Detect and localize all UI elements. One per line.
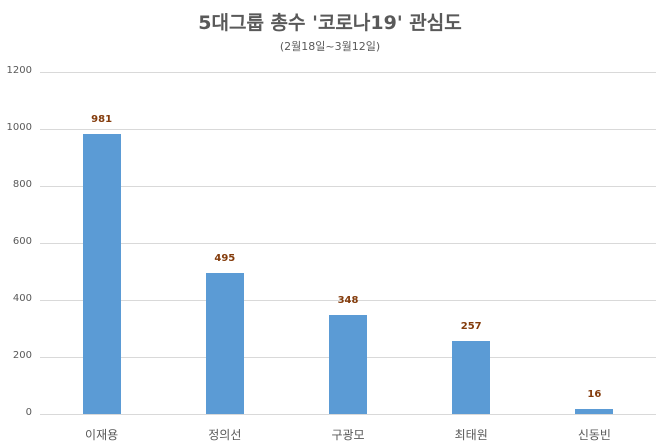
y-tick-label: 1000	[6, 122, 32, 133]
bar[interactable]	[575, 409, 614, 414]
x-tick-label: 정의선	[208, 428, 242, 442]
bar[interactable]	[329, 314, 367, 414]
y-tick-label: 800	[12, 179, 32, 190]
gridline	[40, 186, 656, 187]
bar[interactable]	[205, 272, 244, 414]
x-tick-label: 신동빈	[577, 428, 611, 442]
gridline	[40, 72, 656, 73]
gridline	[40, 300, 656, 301]
y-tick-label: 1200	[6, 65, 32, 76]
x-tick-label: 이재용	[85, 428, 119, 442]
bar[interactable]	[82, 134, 121, 414]
y-tick-label: 200	[12, 350, 32, 361]
chart-title: 5대그룹 총수 '코로나19' 관심도	[198, 12, 462, 34]
y-tick-label: 0	[25, 407, 32, 418]
bar[interactable]	[452, 340, 491, 414]
chart-subtitle: (2월18일~3월12일)	[279, 40, 381, 53]
data-label: 257	[460, 320, 482, 332]
x-tick-label: 최태원	[454, 428, 488, 442]
y-tick-label: 400	[12, 293, 32, 304]
data-label: 348	[337, 294, 359, 306]
gridline	[40, 129, 656, 130]
x-tick-label: 구광모	[331, 428, 365, 442]
gridline	[40, 243, 656, 244]
data-label: 981	[91, 114, 113, 126]
y-tick-label: 600	[12, 236, 32, 247]
plot-area: 0 200 400 600 800 1000 1200 981 이재용 495 정의선 348 구광모 2…	[7, 65, 656, 442]
data-label: 16	[587, 389, 602, 401]
data-label: 495	[214, 252, 236, 264]
gridline	[40, 414, 656, 415]
